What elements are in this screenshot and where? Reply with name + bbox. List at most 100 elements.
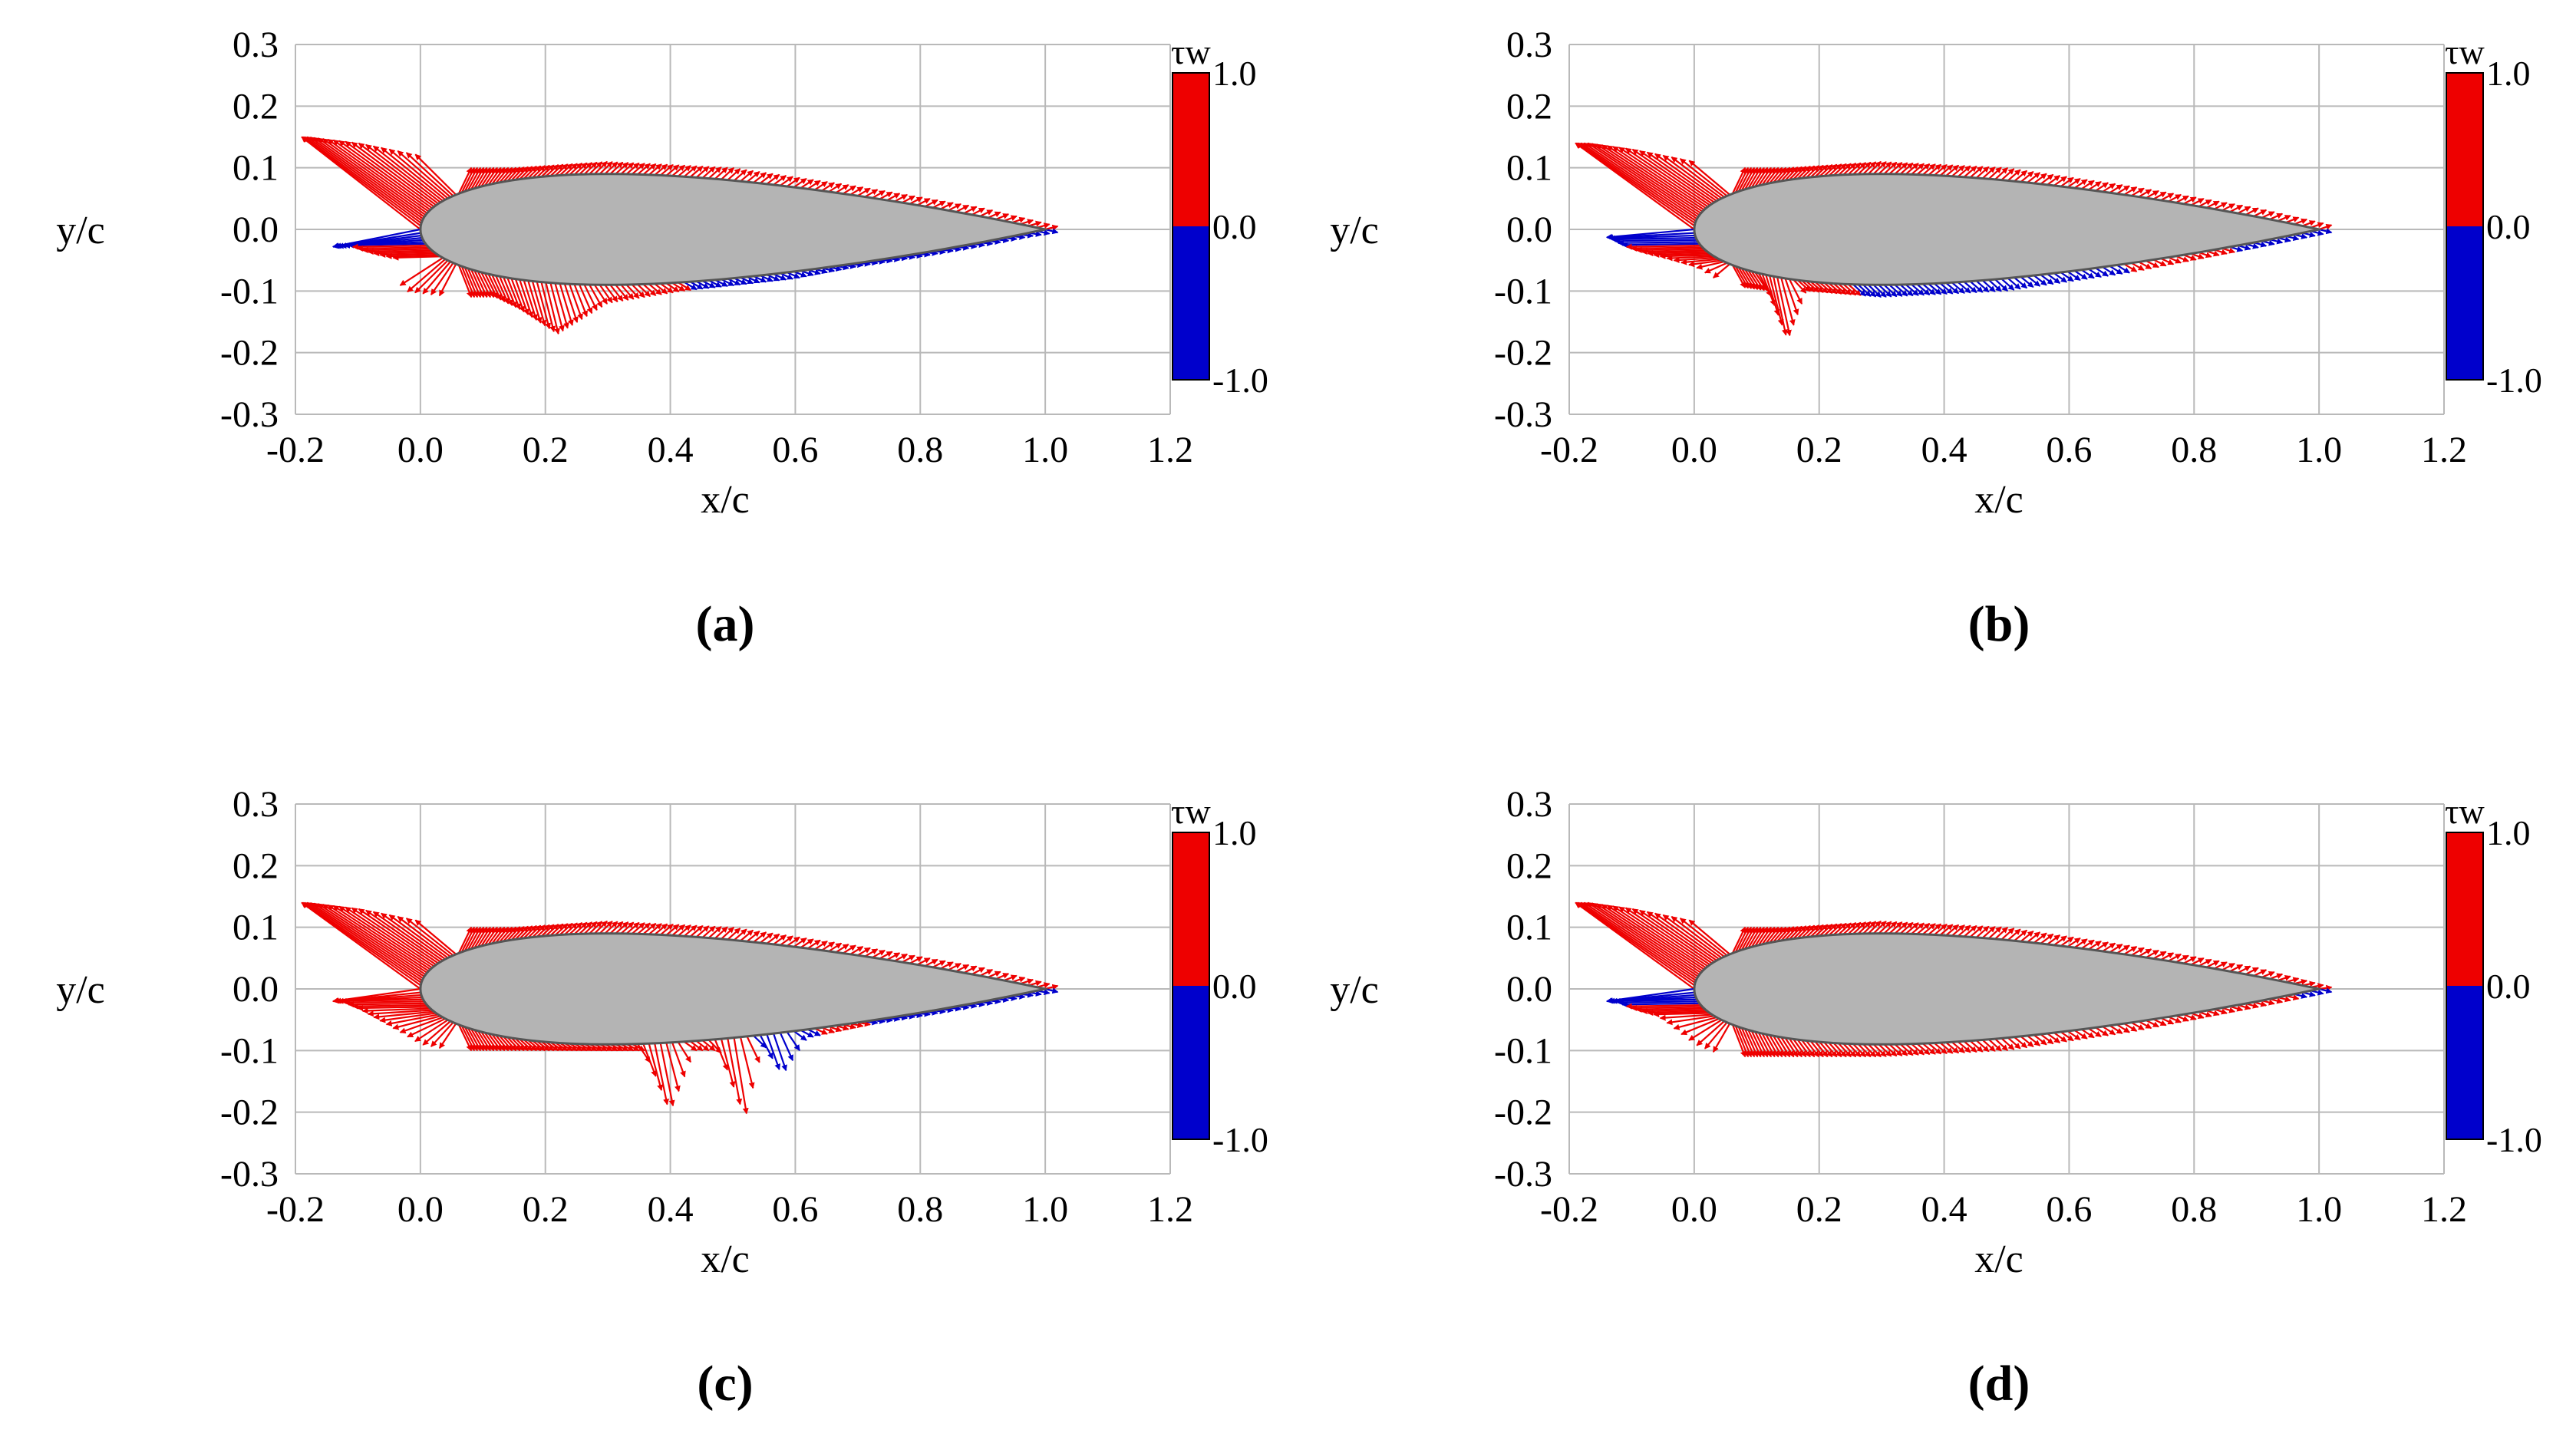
vector-positive	[835, 184, 849, 194]
vector-negative	[1957, 281, 1971, 294]
vector-negative	[1921, 283, 1936, 295]
vector-positive	[1814, 1040, 1829, 1058]
vector-positive	[1862, 1043, 1877, 1058]
vector-positive	[1639, 909, 1715, 963]
colorbar-positive	[2446, 832, 2483, 986]
colorbar-min-label: -1.0	[1212, 1120, 1268, 1159]
vector-positive	[569, 922, 583, 935]
y-tick-label: 0.0	[233, 209, 279, 250]
vector-positive	[1981, 166, 1996, 180]
vector-positive	[1852, 1043, 1867, 1058]
vector-positive	[356, 245, 429, 252]
vector-positive	[2229, 964, 2244, 973]
vector-positive	[1601, 904, 1704, 972]
vector-positive	[864, 189, 879, 198]
vector-positive	[2053, 176, 2067, 186]
vector-positive	[2109, 184, 2123, 194]
x-tick-label: -0.2	[266, 1189, 325, 1230]
vector-positive	[1814, 164, 1829, 178]
vector-positive	[909, 196, 923, 205]
vector-negative	[689, 281, 704, 290]
vector-negative	[348, 242, 426, 249]
vector-positive	[2123, 186, 2138, 196]
vector-positive	[1580, 142, 1697, 222]
vector-positive	[1612, 905, 1707, 969]
x-tick-label: 0.4	[1921, 430, 1967, 470]
vector-positive	[358, 142, 439, 205]
vector-positive	[1969, 166, 1984, 179]
vector-positive	[372, 145, 444, 202]
vector-positive	[1842, 283, 1857, 296]
vector-positive	[1911, 163, 1925, 176]
vector-positive	[327, 138, 430, 213]
vector-positive	[499, 275, 513, 307]
vector-positive	[1823, 282, 1838, 295]
vector-positive	[1713, 263, 1730, 278]
vector-positive	[1754, 166, 1769, 187]
vector-positive	[327, 904, 430, 972]
vector-negative	[1611, 236, 1697, 243]
vector-positive	[487, 166, 502, 186]
vector-positive	[654, 1043, 669, 1106]
vector-positive	[2073, 179, 2088, 189]
vector-positive	[2160, 952, 2175, 961]
vector-positive	[1769, 275, 1784, 326]
vector-positive	[460, 265, 476, 298]
vector-positive	[843, 944, 856, 954]
vector-positive	[549, 163, 564, 177]
vector-negative	[2318, 987, 2333, 994]
vector-positive	[620, 162, 635, 175]
vector-positive	[569, 283, 583, 321]
vector-positive	[343, 999, 424, 1006]
vector-positive	[637, 1043, 651, 1063]
vector-positive	[2198, 199, 2212, 208]
vector-positive	[1975, 1040, 1990, 1053]
vector-positive	[1801, 165, 1816, 179]
vector-positive	[1688, 919, 1730, 955]
airfoil-shape	[419, 173, 1049, 286]
vector-positive	[604, 161, 618, 175]
vector-positive	[545, 1041, 559, 1052]
vector-positive	[1888, 1043, 1903, 1056]
vector-positive	[1624, 907, 1710, 966]
y-tick-label: 0.0	[1506, 969, 1552, 1010]
vector-positive	[1809, 1040, 1824, 1058]
vector-positive	[2261, 971, 2275, 978]
vector-positive	[727, 168, 741, 181]
vector-positive	[683, 1040, 698, 1052]
vector-positive	[1987, 1038, 2002, 1052]
vector-positive	[2116, 185, 2130, 195]
vector-positive	[665, 282, 680, 293]
vector-positive	[345, 906, 435, 967]
vector-positive	[495, 166, 510, 184]
vector-positive	[351, 907, 437, 966]
vector-positive	[2033, 932, 2047, 944]
x-tick-label: -0.2	[266, 430, 325, 470]
vector-positive	[1963, 165, 1977, 178]
vector-positive	[1969, 925, 1984, 938]
vector-positive	[405, 152, 454, 197]
vector-positive	[332, 139, 431, 211]
vector-positive	[1945, 164, 1960, 177]
vector-positive	[301, 901, 421, 990]
vector-positive	[714, 926, 728, 940]
vector-positive	[1801, 924, 1816, 938]
y-tick-label: -0.3	[1494, 1154, 1552, 1195]
x-tick-label: 0.2	[1796, 1189, 1842, 1230]
vector-negative	[714, 278, 728, 287]
vector-positive	[527, 165, 542, 179]
x-tick-label: 1.2	[1147, 1189, 1193, 1230]
vector-positive	[514, 278, 529, 315]
vector-negative	[727, 278, 741, 286]
vector-positive	[1618, 147, 1709, 208]
vector-positive	[2088, 940, 2102, 951]
vector-positive	[678, 924, 691, 937]
vector-positive	[2175, 1014, 2189, 1022]
vector-positive	[615, 921, 629, 934]
vector-negative	[2066, 271, 2081, 282]
vector-positive	[1606, 905, 1705, 971]
chart-svg: -0.2 0.0 0.2 0.4 0.6 0.8 1.0 1.2 0.3 0.2 0.1 0.0 -0.…	[56, 784, 1268, 1412]
shear-vectors	[301, 901, 1059, 1115]
vector-negative	[773, 1033, 787, 1072]
x-tick-label: 0.8	[897, 1189, 943, 1230]
